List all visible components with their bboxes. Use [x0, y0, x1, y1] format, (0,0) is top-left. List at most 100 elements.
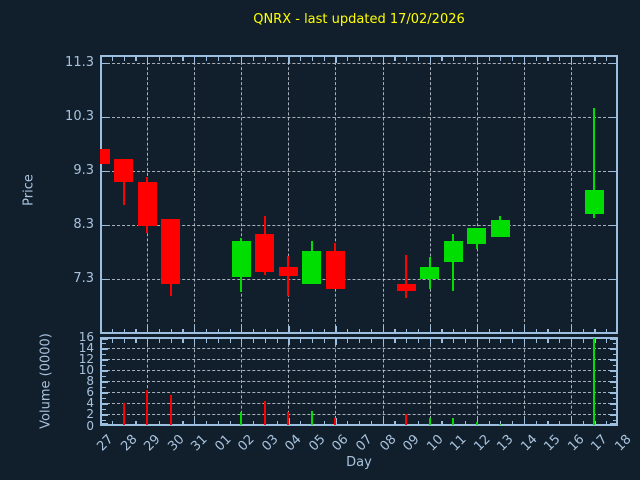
candle-body-day-04	[278, 267, 298, 276]
gridline-horizontal	[102, 225, 616, 226]
x-tick	[359, 339, 361, 343]
x-tick	[158, 328, 161, 332]
x-tick	[594, 57, 596, 61]
y-tick	[102, 342, 106, 345]
x-tick	[570, 339, 573, 345]
y-tick	[102, 348, 108, 350]
x-tick	[535, 57, 537, 61]
volume-tick-label: 4	[86, 396, 94, 411]
x-tick	[453, 328, 455, 332]
candle-wick-day-09	[405, 254, 408, 298]
volume-bar-day-04	[287, 412, 290, 426]
x-tick	[441, 57, 443, 61]
volume-tick-label: 2	[86, 407, 94, 422]
y-tick	[610, 117, 616, 119]
volume-bar-day-30	[169, 395, 172, 426]
volume-bar-day-06	[334, 417, 337, 426]
y-tick	[102, 408, 106, 411]
gridline-vertical	[523, 57, 525, 332]
x-tick	[300, 420, 302, 424]
x-tick	[335, 339, 337, 345]
gridline-horizontal	[102, 359, 616, 361]
x-tick	[535, 328, 537, 332]
gridline-horizontal	[102, 414, 616, 416]
y-tick	[102, 171, 108, 173]
y-tick	[102, 359, 108, 361]
x-tick	[523, 418, 525, 424]
x-tick	[264, 328, 266, 332]
volume-bar-day-02	[240, 412, 243, 426]
x-tick	[123, 57, 125, 61]
x-tick	[535, 420, 537, 424]
candle-body-day-17	[584, 190, 604, 214]
x-tick	[135, 420, 137, 424]
x-tick	[311, 328, 314, 332]
x-tick	[241, 339, 243, 345]
x-tick	[276, 420, 278, 424]
x-tick	[194, 326, 196, 332]
gridline-vertical	[288, 57, 290, 332]
volume-panel	[100, 337, 618, 426]
gridline-vertical	[523, 339, 525, 424]
y-tick	[102, 397, 106, 400]
x-tick	[182, 420, 184, 424]
x-tick	[406, 328, 408, 332]
gridline-horizontal	[102, 63, 616, 64]
x-tick	[464, 328, 467, 332]
x-tick	[347, 328, 349, 332]
x-tick	[182, 328, 184, 332]
x-tick	[217, 328, 219, 332]
x-tick-label: 02	[235, 432, 258, 455]
gridline-horizontal	[102, 370, 616, 372]
candle-body-day-30	[161, 218, 181, 285]
candle-body-day-11	[443, 240, 463, 262]
x-tick	[512, 57, 514, 61]
y-tick	[102, 353, 106, 356]
candle-body-day-03	[255, 234, 275, 272]
candle-wick-day-17	[593, 108, 596, 218]
x-tick	[135, 339, 137, 343]
gridline-vertical	[382, 57, 384, 332]
x-tick	[476, 326, 478, 332]
x-tick	[311, 339, 314, 343]
y-tick	[610, 339, 616, 341]
x-axis-label: Day	[346, 455, 372, 470]
x-tick	[488, 328, 490, 332]
x-tick	[182, 339, 184, 343]
x-tick	[559, 57, 561, 61]
x-tick	[335, 326, 337, 332]
axis-spine	[100, 337, 102, 426]
candle-body-day-28	[114, 159, 134, 183]
x-tick	[582, 328, 584, 332]
volume-bar-day-28	[122, 402, 125, 426]
x-tick	[323, 339, 325, 343]
x-tick	[241, 57, 243, 63]
x-tick	[512, 339, 514, 343]
x-tick-label: 09	[400, 432, 423, 455]
x-tick	[500, 420, 502, 424]
y-tick	[102, 375, 106, 378]
gridline-horizontal	[102, 381, 616, 383]
x-tick	[229, 328, 231, 332]
x-tick	[547, 420, 549, 424]
y-tick	[610, 414, 616, 416]
x-tick	[135, 57, 137, 61]
x-tick-label: 27	[94, 432, 117, 455]
x-tick	[512, 328, 514, 332]
x-tick	[370, 420, 372, 424]
candle-body-day-29	[137, 181, 157, 227]
x-tick	[570, 418, 573, 424]
x-tick	[582, 339, 584, 343]
x-tick	[429, 57, 431, 63]
x-tick-label: 11	[447, 432, 470, 455]
candle-body-day-06	[325, 251, 345, 289]
axis-spine	[100, 424, 618, 426]
y-tick	[102, 381, 108, 383]
gridline-vertical	[241, 339, 243, 424]
x-tick	[158, 420, 161, 424]
price-tick-label: 7.3	[73, 271, 94, 286]
x-tick	[559, 339, 561, 343]
x-tick	[300, 339, 302, 343]
candle-wick-day-04	[287, 255, 290, 296]
y-tick	[102, 339, 108, 341]
